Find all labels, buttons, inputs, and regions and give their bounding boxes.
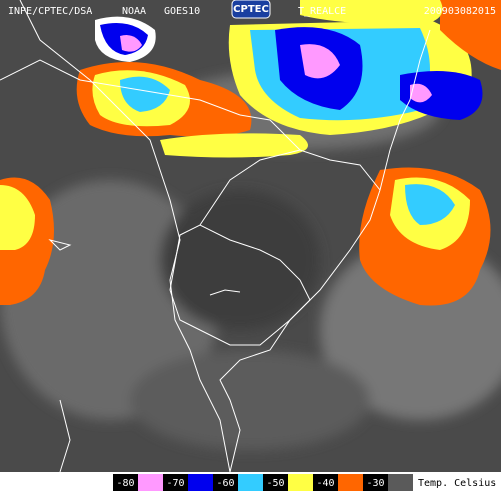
legend-swatch bbox=[188, 474, 213, 491]
cloud-tops bbox=[0, 0, 501, 306]
legend-label: -40 bbox=[316, 478, 334, 489]
product: T_REALCE bbox=[298, 6, 346, 17]
header: INPE/CPTEC/DSA NOAA GOES10 CPTEC T_REALC… bbox=[8, 0, 496, 19]
legend-label-box bbox=[263, 474, 288, 491]
legend-label-box bbox=[163, 474, 188, 491]
legend: -80 -70 -60 -50 -40 -30 Temp. Celsius bbox=[113, 474, 496, 491]
legend-swatch bbox=[338, 474, 363, 491]
timestamp: 200903082015 bbox=[424, 6, 496, 17]
agency: INPE/CPTEC/DSA bbox=[8, 6, 92, 17]
legend-unit: Temp. Celsius bbox=[418, 478, 496, 489]
legend-label: -70 bbox=[166, 478, 184, 489]
legend-label-box bbox=[113, 474, 138, 491]
legend-label-box bbox=[213, 474, 238, 491]
legend-label: -80 bbox=[116, 478, 134, 489]
legend-label: -60 bbox=[216, 478, 234, 489]
legend-label-box bbox=[363, 474, 388, 491]
legend-swatch bbox=[138, 474, 163, 491]
legend-label: -30 bbox=[366, 478, 384, 489]
legend-label-box bbox=[313, 474, 338, 491]
legend-label: -50 bbox=[266, 478, 284, 489]
coastline bbox=[0, 0, 431, 473]
logo: CPTEC bbox=[233, 4, 269, 15]
satellite: GOES10 bbox=[164, 6, 200, 17]
logo-box bbox=[231, 0, 271, 19]
satellite-operator: NOAA bbox=[122, 6, 146, 17]
legend-swatch bbox=[238, 474, 263, 491]
legend-swatch bbox=[288, 474, 313, 491]
legend-swatch bbox=[388, 474, 413, 491]
